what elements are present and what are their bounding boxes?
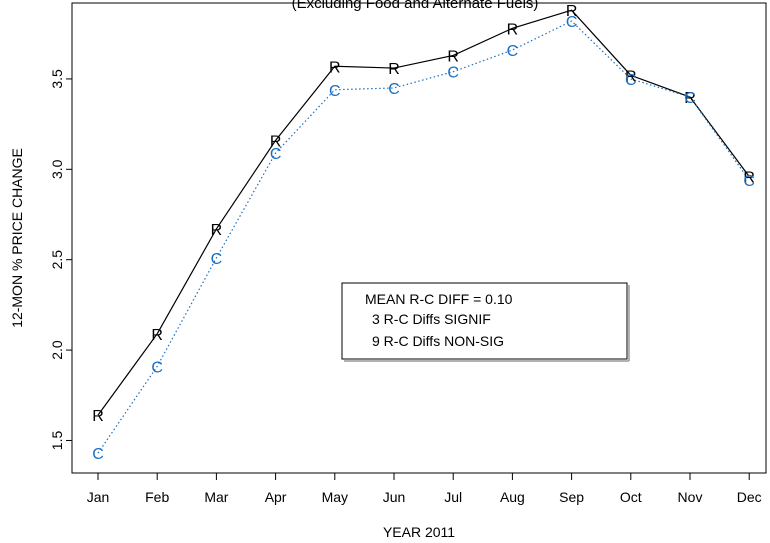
data-point-r-jan: R — [92, 408, 104, 425]
data-point-r-aug: R — [507, 21, 519, 38]
data-point-r-jun: R — [388, 61, 400, 78]
data-point-c-jan: C — [92, 446, 104, 463]
data-point-c-aug: C — [507, 43, 519, 60]
x-tick-label-oct: Oct — [620, 489, 642, 505]
y-axis: 1.5 2.0 2.5 3.0 3.5 — [49, 69, 72, 450]
annotation-box — [341, 282, 628, 360]
data-point-c-mar: C — [211, 251, 223, 268]
x-tick-label-aug: Aug — [500, 489, 525, 505]
data-point-c-nov: C — [684, 90, 696, 107]
x-tick-label-mar: Mar — [204, 489, 228, 505]
x-tick-label-jun: Jun — [383, 489, 406, 505]
data-point-r-dec: R — [743, 170, 755, 187]
y-tick-label: 2.0 — [49, 340, 65, 360]
data-point-c-may: C — [329, 83, 341, 100]
data-point-r-may: R — [329, 59, 341, 76]
data-point-c-apr: C — [270, 146, 282, 163]
chart-title: (Excluding Food and Alternate Fuels) — [292, 0, 539, 12]
annotation-text: MEAN R-C DIFF = 0.10 3 R-C Diffs SIGNIF … — [365, 291, 513, 349]
annotation-line-non-sig: 9 R-C Diffs NON-SIG — [372, 333, 504, 349]
y-tick-label: 1.5 — [49, 431, 65, 451]
x-tick-label-jan: Jan — [87, 489, 110, 505]
y-tick-label: 3.5 — [49, 69, 65, 89]
annotation-line-mean-diff: MEAN R-C DIFF = 0.10 — [365, 291, 513, 307]
x-axis-title: YEAR 2011 — [383, 524, 455, 540]
series-line-c — [97, 20, 750, 454]
data-point-r-feb: R — [151, 327, 163, 344]
data-point-r-sep: R — [566, 3, 578, 20]
data-point-r-apr: R — [270, 133, 282, 150]
data-point-r-mar: R — [211, 222, 223, 239]
data-point-c-feb: C — [151, 359, 163, 376]
series-lines — [97, 9, 750, 454]
x-tick-label-sep: Sep — [559, 489, 584, 505]
y-tick-label: 2.5 — [49, 250, 65, 270]
data-point-r-oct: R — [625, 68, 637, 85]
x-tick-label-jul: Jul — [444, 489, 462, 505]
data-point-c-dec: C — [743, 173, 755, 190]
plot-area-frame — [71, 2, 767, 474]
data-point-c-sep: C — [566, 14, 578, 31]
annotation-line-signif: 3 R-C Diffs SIGNIF — [372, 311, 491, 327]
x-tick-label-apr: Apr — [265, 489, 287, 505]
x-tick-label-dec: Dec — [737, 489, 762, 505]
y-tick-label: 3.0 — [49, 159, 65, 179]
x-tick-label-may: May — [322, 489, 348, 505]
x-tick-label-nov: Nov — [678, 489, 703, 505]
y-axis-title: 12-MON % PRICE CHANGE — [9, 148, 25, 328]
series-line-r — [97, 9, 750, 416]
data-point-c-oct: C — [625, 72, 637, 89]
data-point-c-jun: C — [388, 81, 400, 98]
data-point-r-nov: R — [684, 90, 696, 107]
x-axis: Jan Feb Mar Apr May Jun Jul Aug Sep Oct Nov Dec — [87, 473, 762, 505]
data-point-c-jul: C — [447, 65, 459, 82]
x-tick-label-feb: Feb — [145, 489, 169, 505]
data-point-r-jul: R — [447, 48, 459, 65]
